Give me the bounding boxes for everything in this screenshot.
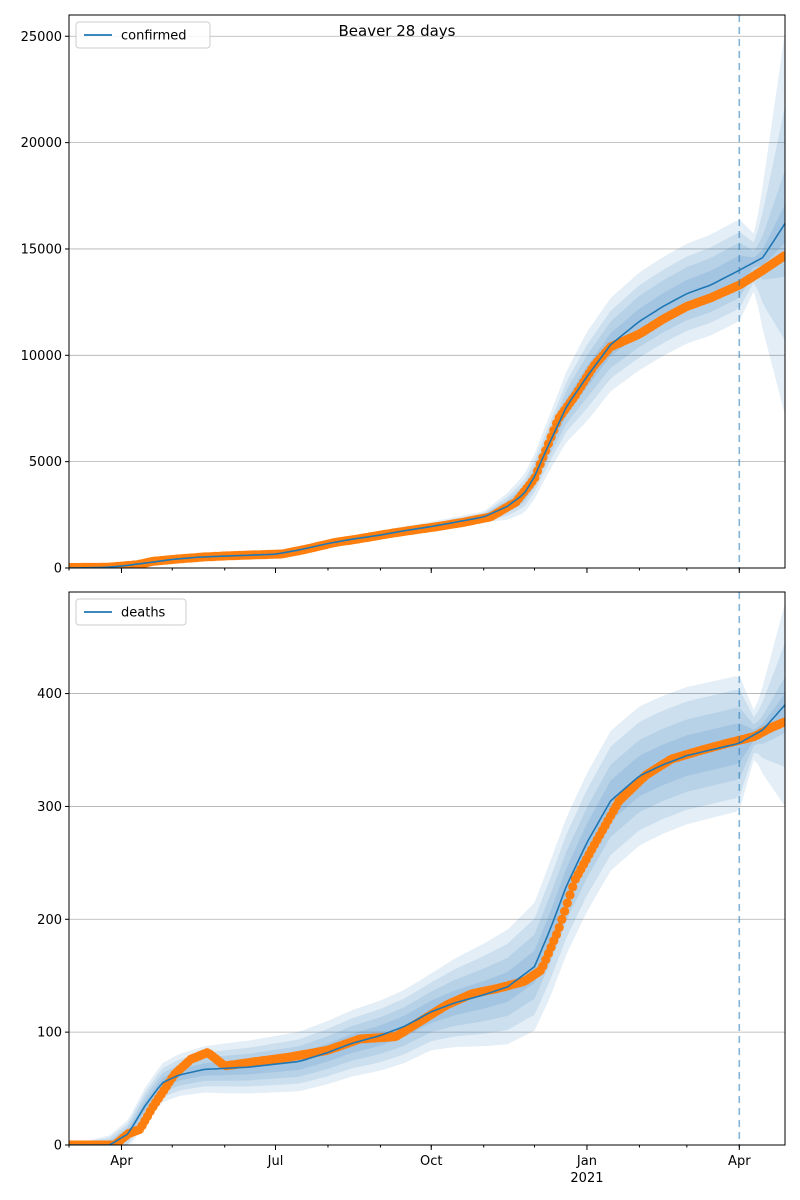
y-tick-label: 200: [37, 913, 62, 928]
plot-area: [69, 15, 785, 568]
y-tick-label: 20000: [21, 136, 62, 151]
x-year-label: 2021: [570, 1171, 603, 1186]
observed-point: [551, 929, 562, 940]
legend-label: confirmed: [121, 29, 187, 44]
legend-label: deaths: [121, 606, 166, 621]
y-tick-label: 5000: [29, 455, 62, 470]
axes-frame: [68, 14, 786, 569]
panels: 0 5000 10000 15000 20000 25000 confirmed 0 100 20…: [21, 14, 786, 1186]
observed-point: [779, 717, 785, 727]
axes-frame: [68, 591, 786, 1146]
observed-point: [557, 914, 567, 925]
y-tick-label: 300: [37, 800, 62, 815]
y-tick-label: 0: [54, 562, 62, 577]
model-line: [69, 222, 785, 568]
legend: deaths: [75, 598, 187, 626]
uncertainty-band-1: [69, 693, 785, 1145]
x-tick-label: Jan: [576, 1154, 597, 1169]
y-tick-label: 100: [37, 1026, 62, 1041]
y-tick-label: 10000: [21, 349, 62, 364]
panel-deaths: 0 100 200 300 400 Apr Jul Oct Jan Apr 2021 deaths: [37, 591, 786, 1186]
figure-title: Beaver 28 days: [338, 22, 455, 40]
plot-area: [69, 592, 785, 1145]
x-tick-label: Apr: [728, 1154, 751, 1169]
y-tick-label: 25000: [21, 30, 62, 45]
observed-point: [562, 898, 572, 908]
observed-point: [560, 906, 570, 916]
panel-confirmed: 0 5000 10000 15000 20000 25000 confirmed: [21, 14, 786, 577]
legend: confirmed: [75, 21, 211, 49]
observed-point: [554, 922, 564, 933]
legend-box: [75, 21, 211, 49]
observed-point: [779, 251, 785, 261]
uncertainty-band-4: [69, 603, 785, 1145]
observed-point: [565, 890, 575, 900]
x-tick-label: Apr: [110, 1154, 133, 1169]
model-line: [69, 704, 785, 1145]
x-tick-label: Oct: [420, 1154, 442, 1169]
observed-point: [568, 882, 578, 892]
legend-box: [75, 598, 187, 626]
uncertainty-band-4: [69, 32, 785, 568]
x-tick-label: Jul: [267, 1154, 284, 1169]
uncertainty-band-2: [69, 676, 785, 1145]
y-tick-label: 15000: [21, 242, 62, 257]
y-tick-label: 0: [54, 1139, 62, 1154]
y-tick-label: 400: [37, 687, 62, 702]
uncertainty-band-3: [69, 642, 785, 1145]
